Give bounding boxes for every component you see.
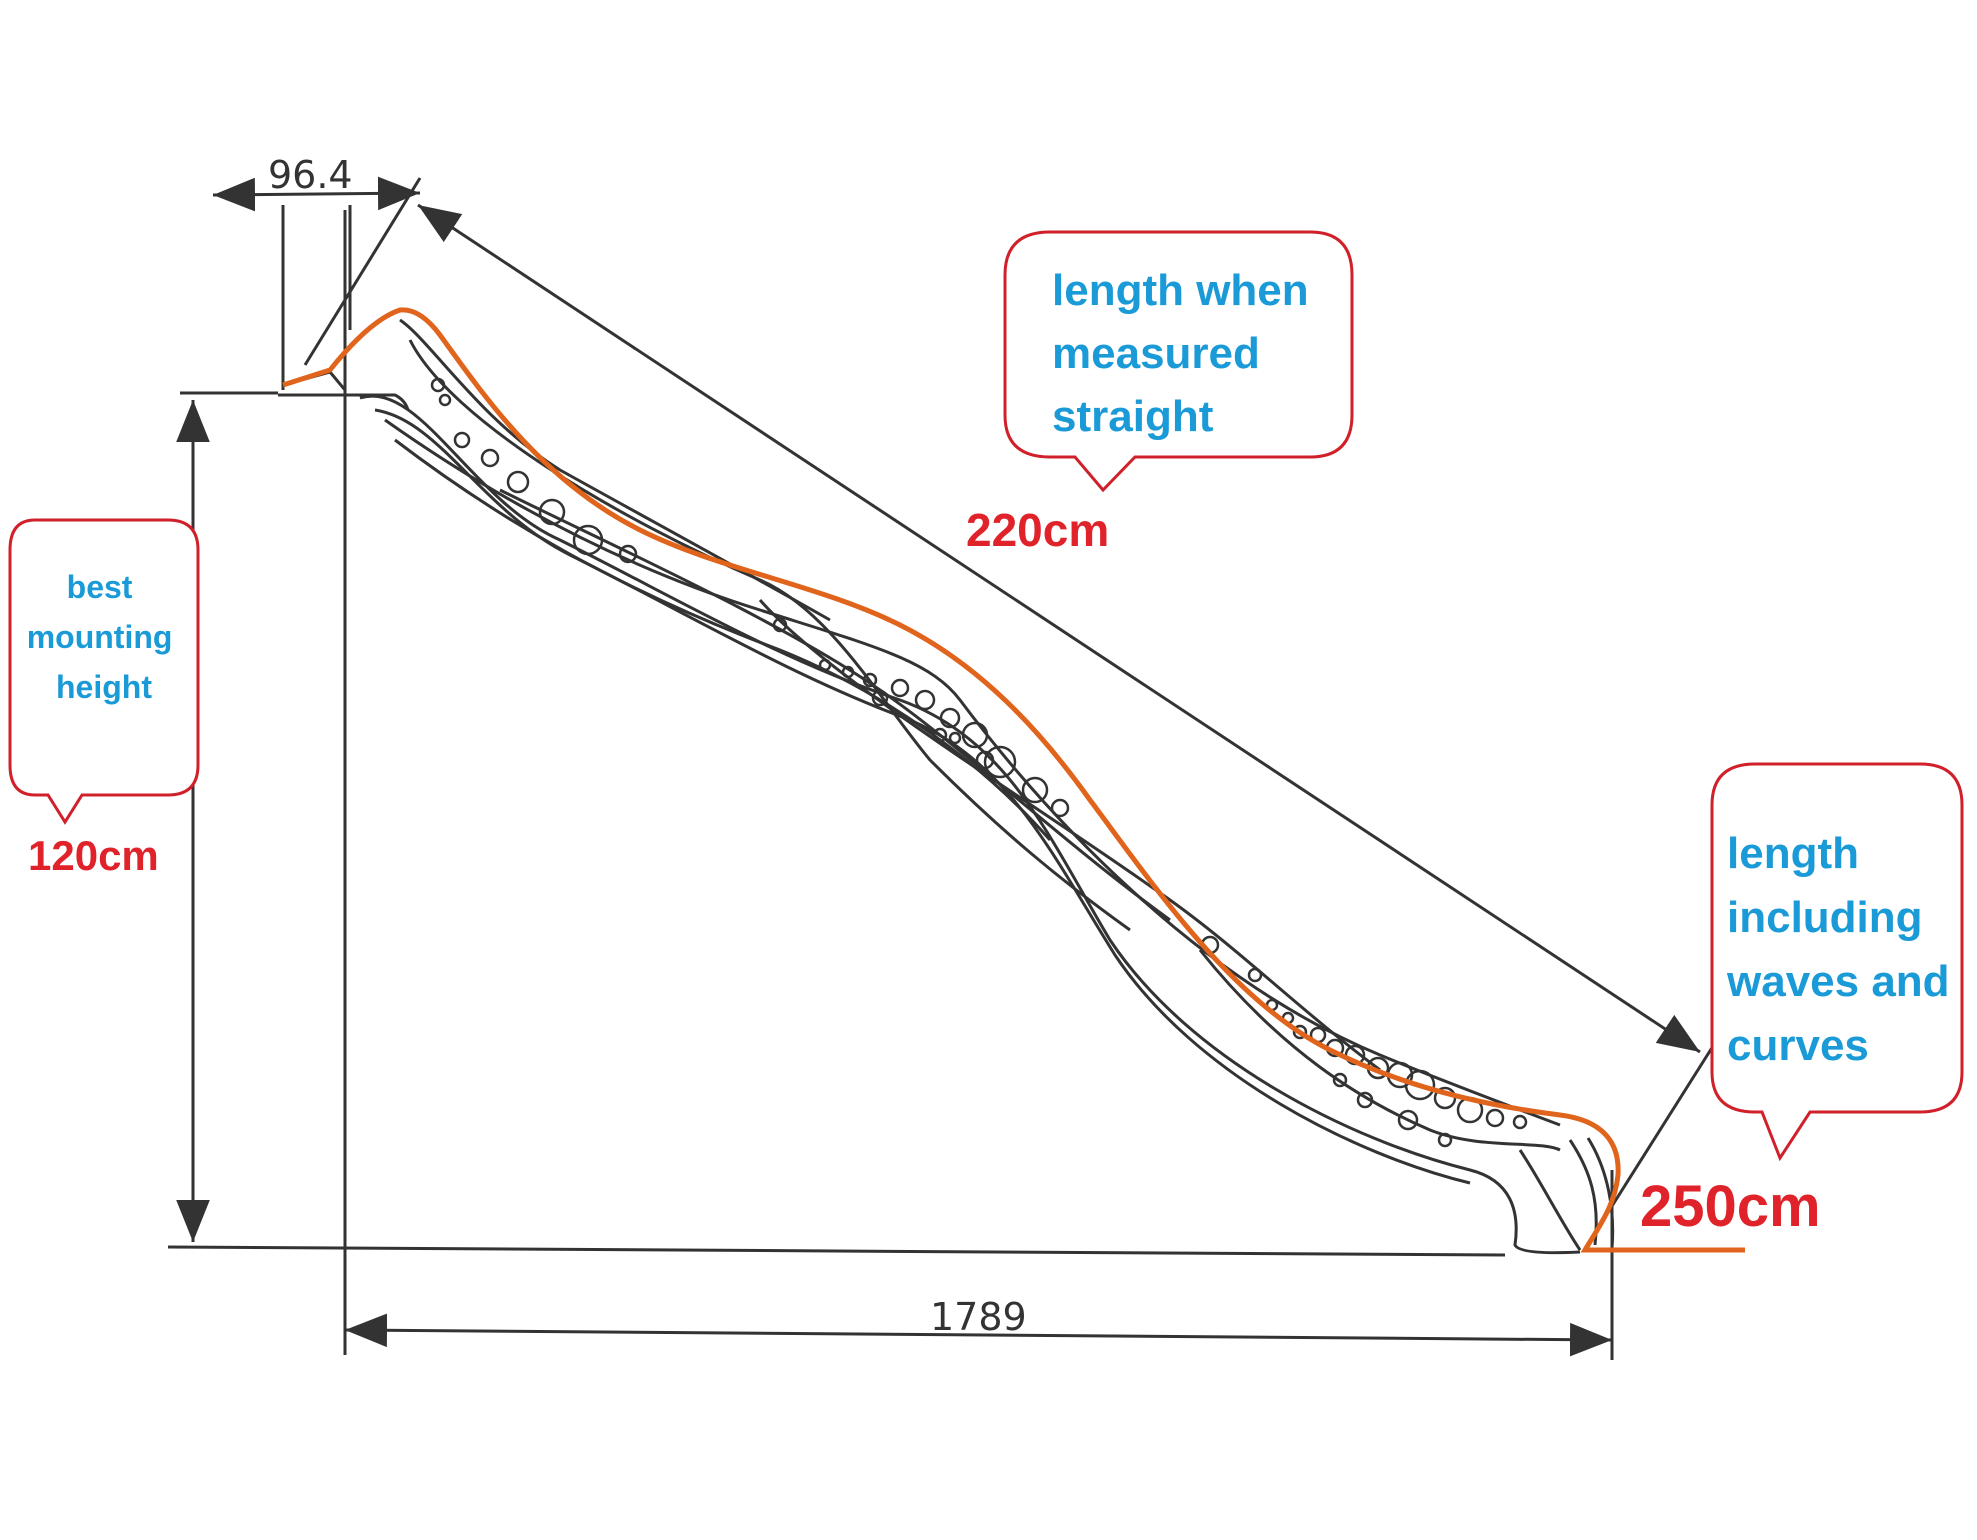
slide-underside xyxy=(359,394,1581,1255)
straight-dimension-line xyxy=(417,203,1701,1054)
svg-text:length including w: length including waves and curves xyxy=(1726,829,1962,1070)
callout-straight-line-2: measured xyxy=(1052,329,1260,378)
callout-curved-bubble xyxy=(1710,762,1964,1162)
callout-curved-line-1: length xyxy=(1727,829,1859,878)
diag-ext-top xyxy=(303,177,422,366)
callout-curved: length including waves and curves 250cm xyxy=(1640,762,1964,1239)
callout-height-line-2: mounting xyxy=(27,619,173,655)
svg-text:best mounting heig: best mounting height xyxy=(27,569,182,705)
curved-value: 250cm xyxy=(1640,1174,1821,1239)
straight-value: 220cm xyxy=(966,504,1109,556)
base-dimension-line xyxy=(344,1313,1613,1357)
svg-text:length when measured: length when measured straight xyxy=(1052,266,1321,441)
callout-curved-line-4: curves xyxy=(1727,1021,1869,1070)
callout-height: best mounting height 120cm xyxy=(8,518,200,879)
callout-straight-bubble xyxy=(1003,230,1354,493)
slide-top-deck xyxy=(278,393,410,411)
callout-curved-line-2: including xyxy=(1727,893,1923,942)
drawing-lines xyxy=(167,176,1722,1360)
callout-straight-line-3: straight xyxy=(1052,392,1214,441)
slide-bubbles xyxy=(430,377,1528,1148)
callout-straight-line-1: length when xyxy=(1052,266,1309,315)
callout-height-bubble xyxy=(8,518,200,825)
slide-outline-trace xyxy=(282,307,1745,1253)
ground-line xyxy=(167,1245,1506,1257)
base-length-label: 1789 xyxy=(930,1295,1027,1339)
callout-height-line-3: height xyxy=(56,669,152,705)
diag-ext-bottom xyxy=(1598,1034,1722,1226)
callout-straight: length when measured straight 220cm xyxy=(966,230,1354,556)
ladder-dimension-line xyxy=(212,176,421,212)
callout-curved-line-3: waves and xyxy=(1726,957,1950,1006)
height-value: 120cm xyxy=(28,832,159,879)
ladder-depth-label: 96.4 xyxy=(268,153,353,197)
callout-height-line-1: best xyxy=(67,569,133,605)
